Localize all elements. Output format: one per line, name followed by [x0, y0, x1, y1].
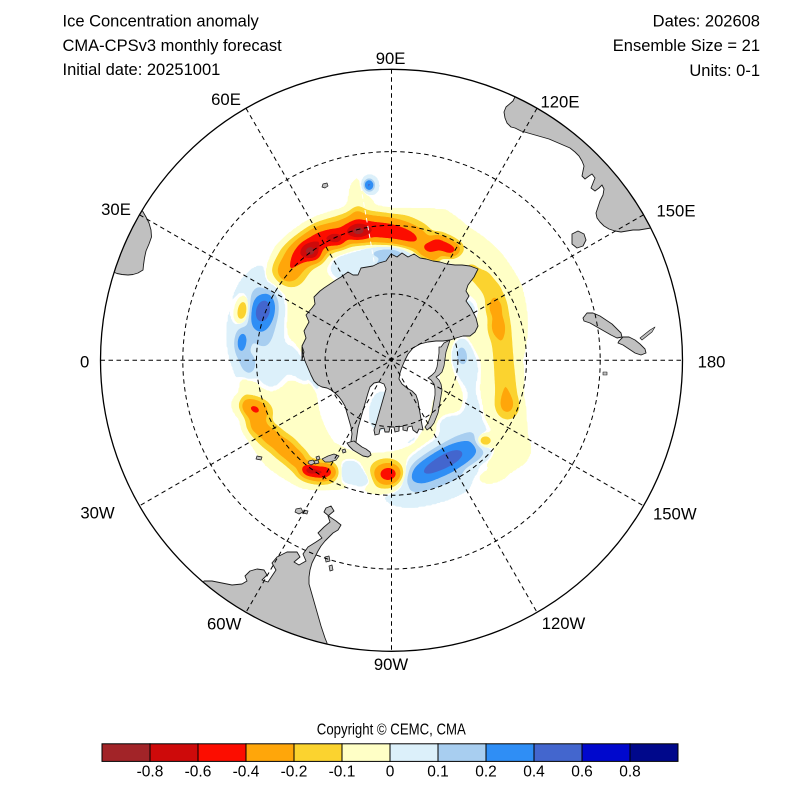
- svg-text:0.4: 0.4: [523, 763, 545, 780]
- svg-text:Dates: 202608: Dates: 202608: [653, 13, 760, 31]
- svg-text:30W: 30W: [80, 504, 115, 523]
- svg-text:-0.4: -0.4: [233, 763, 260, 780]
- svg-text:CMA-CPSv3 monthly forecast: CMA-CPSv3 monthly forecast: [63, 37, 283, 55]
- svg-text:-0.1: -0.1: [329, 763, 356, 780]
- svg-text:120W: 120W: [542, 614, 586, 633]
- svg-text:180: 180: [698, 353, 726, 372]
- svg-text:Units: 0-1: Units: 0-1: [689, 62, 760, 80]
- svg-text:-0.6: -0.6: [185, 763, 212, 780]
- svg-text:60W: 60W: [207, 615, 242, 634]
- svg-text:90E: 90E: [376, 49, 406, 68]
- svg-text:0.1: 0.1: [427, 763, 449, 780]
- svg-text:0: 0: [80, 353, 89, 372]
- svg-text:Initial date: 20251001: Initial date: 20251001: [63, 61, 221, 79]
- svg-text:Copyright © CEMC, CMA: Copyright © CEMC, CMA: [317, 722, 467, 739]
- svg-text:0.6: 0.6: [571, 763, 593, 780]
- svg-text:120E: 120E: [541, 93, 580, 112]
- svg-text:30E: 30E: [101, 200, 131, 219]
- svg-text:-0.2: -0.2: [281, 763, 308, 780]
- svg-text:90W: 90W: [374, 655, 409, 674]
- svg-text:Ensemble Size = 21: Ensemble Size = 21: [613, 37, 760, 55]
- svg-text:60E: 60E: [211, 90, 241, 109]
- svg-text:150W: 150W: [653, 505, 697, 524]
- svg-text:150E: 150E: [657, 202, 696, 221]
- svg-text:0.8: 0.8: [619, 763, 641, 780]
- svg-text:0.2: 0.2: [475, 763, 497, 780]
- svg-text:Ice Concentration anomaly: Ice Concentration anomaly: [63, 13, 260, 31]
- svg-text:-0.8: -0.8: [137, 763, 164, 780]
- svg-text:0: 0: [386, 763, 395, 780]
